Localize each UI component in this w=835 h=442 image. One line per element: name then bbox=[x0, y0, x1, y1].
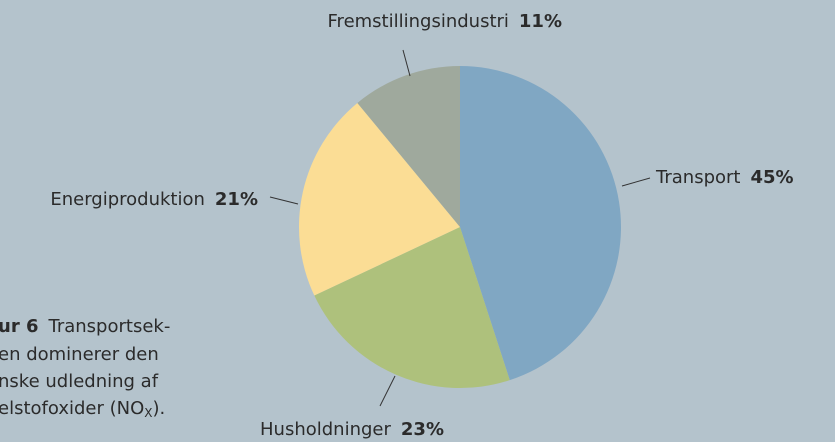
caption-sub: X bbox=[144, 406, 152, 420]
caption-label: ur 6 bbox=[0, 316, 38, 337]
leader-line bbox=[269, 196, 299, 205]
slice-label: Transport 45% bbox=[655, 167, 794, 188]
category-label: Energiproduktion bbox=[50, 189, 205, 210]
leader-line bbox=[621, 177, 651, 187]
caption-line: elstofoxider (NOX). bbox=[0, 398, 165, 420]
category-label: Transport bbox=[655, 167, 740, 188]
caption-text: ). bbox=[152, 398, 165, 419]
pie-slice bbox=[298, 102, 460, 296]
pie-slice bbox=[357, 66, 460, 227]
caption-line: ur 6 Transportsek- bbox=[0, 316, 170, 337]
slice-label: Fremstillingsindustri 11% bbox=[328, 11, 562, 32]
category-label: Husholdninger bbox=[260, 419, 391, 440]
caption-line: nske udledning af bbox=[0, 371, 159, 392]
caption-line: en dominerer den bbox=[0, 344, 159, 365]
value-label: 11% bbox=[519, 11, 562, 32]
caption-text: elstofoxider (NO bbox=[0, 398, 144, 419]
category-label: Fremstillingsindustri bbox=[328, 11, 509, 32]
value-label: 21% bbox=[215, 189, 258, 210]
value-label: 45% bbox=[750, 167, 793, 188]
pie-slice bbox=[460, 66, 621, 381]
caption-text: Transportsek- bbox=[47, 316, 170, 337]
leader-line bbox=[379, 375, 396, 407]
slice-label: Husholdninger 23% bbox=[260, 419, 444, 440]
leader-line bbox=[402, 49, 411, 77]
value-label: 23% bbox=[401, 419, 444, 440]
slice-label: Energiproduktion 21% bbox=[50, 189, 258, 210]
pie-slice bbox=[314, 227, 510, 388]
